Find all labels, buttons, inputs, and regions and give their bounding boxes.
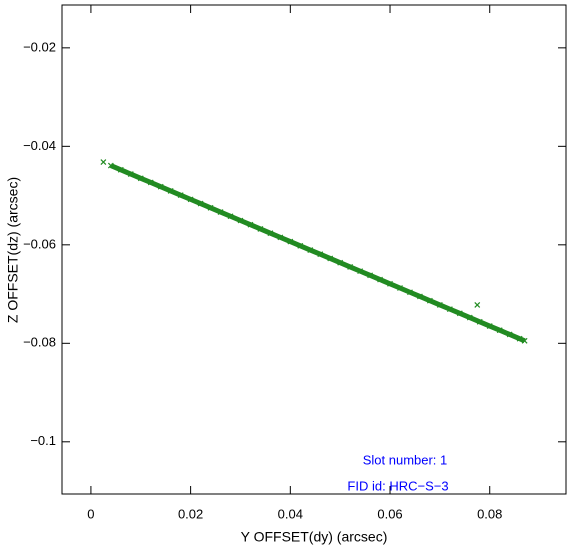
point	[347, 264, 354, 270]
y-tick-label: −0.08	[23, 335, 56, 350]
point	[297, 242, 304, 249]
point	[426, 297, 433, 304]
point	[456, 310, 463, 317]
x-axis-label: Y OFFSET(dy) (arcsec)	[241, 529, 388, 545]
point	[207, 204, 214, 211]
y-tick-label: −0.02	[23, 39, 56, 54]
point	[436, 301, 443, 308]
x-tick-label: 0.08	[477, 506, 502, 521]
x-tick-label: 0	[87, 506, 94, 521]
point	[367, 272, 374, 279]
point	[247, 221, 254, 228]
point	[147, 179, 154, 186]
y-axis-label: Z OFFSET(dz) (arcsec)	[5, 177, 21, 323]
point	[496, 327, 503, 334]
point	[187, 196, 194, 203]
y-tick-label: −0.04	[23, 138, 56, 153]
point	[337, 259, 344, 266]
series-line	[109, 163, 526, 344]
point	[307, 247, 314, 253]
point	[217, 209, 224, 215]
point	[197, 200, 204, 207]
point	[257, 225, 264, 232]
point	[506, 331, 513, 338]
point	[167, 188, 174, 194]
point	[397, 285, 403, 291]
plot-frame	[61, 4, 567, 495]
point	[357, 268, 364, 275]
point	[466, 314, 473, 321]
point	[227, 213, 234, 220]
point	[267, 230, 274, 237]
point	[327, 255, 334, 262]
x-tick-label: 0.04	[278, 506, 303, 521]
point	[446, 306, 453, 313]
annotation: FID id: HRC−S−3	[347, 478, 448, 493]
point	[157, 183, 164, 190]
point	[287, 238, 294, 245]
point	[100, 159, 107, 166]
point	[237, 217, 244, 224]
point	[417, 293, 423, 300]
x-tick-label: 0.06	[377, 506, 402, 521]
point	[107, 162, 114, 169]
point	[117, 166, 124, 173]
point	[277, 234, 284, 241]
point	[137, 175, 144, 182]
point	[521, 337, 528, 344]
x-tick-label: 0.02	[178, 506, 203, 521]
point	[516, 335, 523, 342]
point	[474, 301, 481, 308]
point	[387, 280, 393, 287]
y-tick-label: −0.06	[23, 236, 56, 251]
point	[317, 251, 324, 258]
point	[177, 192, 184, 199]
point	[476, 318, 483, 325]
point	[377, 276, 383, 283]
point	[127, 171, 134, 177]
annotation: Slot number: 1	[363, 452, 448, 467]
point	[407, 289, 413, 296]
point	[486, 323, 493, 329]
y-tick-label: −0.1	[30, 433, 56, 448]
